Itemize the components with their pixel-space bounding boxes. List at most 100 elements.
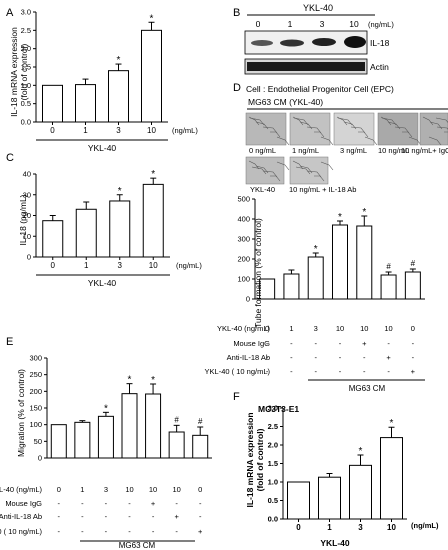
panel-letter-f: F [233,391,240,403]
table-row-label: YKL-40 ( 10 ng/mL) [205,367,271,376]
x-tick-label: 3 [118,261,123,270]
bar [168,431,185,459]
panel-letter-d: D [233,82,241,94]
table-cell: - [412,353,415,362]
bar [75,208,97,258]
image-label: 10 ng/mL [378,146,409,155]
x-tick-label: 10 [149,261,158,270]
micrograph-image [289,112,331,146]
significance-mark: * [362,207,366,218]
image-label: 10 ng/mL + IL-18 Ab [289,185,356,194]
bar [142,183,164,258]
micrograph-texture [381,117,397,126]
y-tick-label: 400 [237,215,250,224]
cm-label-d: MG63 CM (YKL-40) [248,97,323,107]
table-cell: - [290,353,293,362]
blot-band [251,40,273,46]
bar [356,225,373,300]
bar [109,200,131,258]
micrograph-texture [402,131,413,138]
micrograph-image [289,156,329,185]
y-tick-label: 1.5 [21,63,31,72]
y-tick-label: 50 [34,437,42,446]
blot-row-label-actin: Actin [370,62,389,72]
bar [349,464,372,520]
significance-mark: * [390,418,394,429]
y-tick-label: 300 [29,354,42,363]
micrograph-texture [408,136,422,146]
inner-title-f: MC3T3-E1 [258,404,299,414]
unit-label-f: (ng/mL) [411,521,439,530]
table-cell: - [290,339,293,348]
table-cell: - [363,367,366,376]
significance-mark: # [386,262,391,271]
image-label: 1 ng/mL [292,146,319,155]
significance-mark: * [151,169,155,180]
table-cell: + [411,367,416,376]
table-cell: 1 [289,324,293,333]
table-cell: - [387,367,390,376]
table-cell: - [58,499,61,508]
y-tick-label: 1.0 [268,478,278,487]
table-cell: - [58,512,61,521]
image-label: 0 ng/mL [249,146,276,155]
table-cell: + [362,339,367,348]
bar [108,70,129,123]
axis-ylabel-d: Tube formation (% of control) [253,218,263,328]
table-row-label: YKL-40 ( 10 ng/mL) [0,527,42,536]
table-cell: - [339,367,342,376]
y-tick-label: 2.5 [21,26,31,35]
table-cell: - [58,527,61,536]
table-cell: 0 [411,324,415,333]
x-tick-label: 1 [84,261,89,270]
micrograph-texture [270,131,281,138]
panel-letter-c: C [6,152,14,164]
significance-mark: # [174,415,179,424]
x-tick-label: 1 [327,523,332,532]
y-tick-label: 0.0 [268,515,278,524]
table-cell: + [151,499,156,508]
micrograph-texture [295,166,311,175]
micrograph-image [333,112,375,146]
blot-lane-10: 10 [349,19,359,29]
table-cell: + [198,527,203,536]
micrograph-texture [358,131,369,138]
table-cell: - [128,512,131,521]
chart-a: 0.0 0.5 1.0 1.5 2.0 2.5 3.0 0 1 * 3 * 10 [21,8,168,135]
y-tick-label: 40 [23,170,31,179]
y-tick-label: 2.0 [268,441,278,450]
table-cell: - [266,367,269,376]
significance-mark: * [150,13,154,24]
micrograph-texture [270,175,281,182]
table-cell: - [128,499,131,508]
table-cell: - [81,499,84,508]
blot-band [312,38,336,46]
significance-mark: * [151,375,155,386]
significance-mark: * [118,186,122,197]
cell-title-d: Cell : Endothelial Progenitor Cell (EPC) [246,84,394,94]
x-tick-label: 10 [387,523,396,532]
y-tick-label: 3.0 [268,404,278,413]
micrograph-texture [320,136,334,146]
bar [74,421,91,459]
bar [404,271,421,300]
table-cell: - [128,527,131,536]
bar [318,476,341,520]
micrograph-texture [251,166,267,175]
significance-mark: * [128,375,132,386]
axis-ylabel-e: Migration (% of control) [16,369,26,457]
x-tick-label: 3 [116,126,121,135]
table-row-label: YKL-40 (ng/mL) [0,485,42,494]
x-tick-label: 0 [50,126,55,135]
x-tick-label: 1 [83,126,88,135]
blot-row-label-il18: IL-18 [370,38,390,48]
image-label: 3 ng/mL [340,146,367,155]
image-label: YKL-40 [250,185,275,194]
x-tick-label: 0 [296,523,301,532]
blot-band [280,39,304,47]
table-cell: 0 [265,324,269,333]
table-cell: 10 [336,324,344,333]
micrograph-texture [249,117,265,126]
y-tick-label: 0.5 [268,496,278,505]
